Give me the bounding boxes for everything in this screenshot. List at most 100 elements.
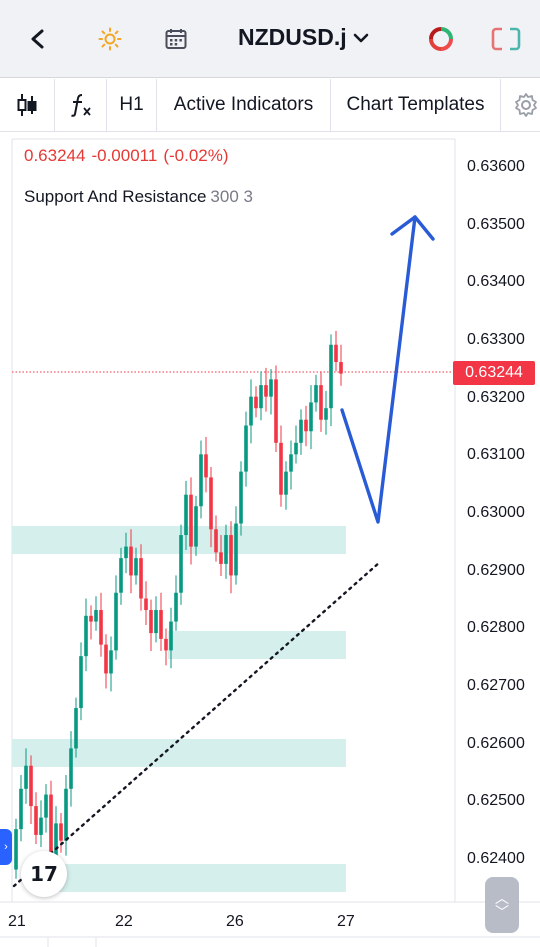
forecast-arrow[interactable]	[340, 215, 417, 524]
candle-body	[239, 471, 243, 524]
candle-body	[44, 794, 48, 818]
candle-body	[94, 610, 98, 622]
candle-body	[154, 610, 158, 634]
side-panel-handle[interactable]: ›	[0, 829, 12, 865]
price-change-pct: (-0.02%)	[163, 146, 229, 165]
candle-body	[84, 615, 88, 657]
chevron-down-icon	[353, 33, 368, 42]
candle-body	[279, 442, 283, 495]
back-icon[interactable]	[21, 22, 55, 56]
candle-body	[219, 552, 223, 564]
price-axis-label: 0.63300	[467, 331, 525, 348]
candle-body	[39, 817, 43, 835]
indicator-ring-icon[interactable]	[424, 22, 458, 56]
sr-zone	[12, 739, 346, 767]
candle-body	[319, 385, 323, 420]
symbol-selector[interactable]: NZDUSD.j	[238, 24, 369, 51]
candle-body	[189, 494, 193, 547]
date-axis-label: 21	[8, 913, 26, 930]
candle-body	[99, 610, 103, 645]
candle-body	[119, 558, 123, 593]
theme-sun-icon[interactable]	[93, 22, 127, 56]
candle-body	[139, 558, 143, 599]
candle-body	[329, 344, 333, 409]
candle-body	[249, 396, 253, 426]
candle-body	[144, 598, 148, 611]
candle-body	[34, 806, 38, 835]
candle-body	[64, 788, 68, 841]
chevron-up-icon: ︿	[495, 890, 509, 906]
candle-body	[254, 396, 258, 409]
candle-body	[169, 621, 173, 651]
last-price-tag: 0.63244	[453, 361, 535, 385]
candle-body	[334, 344, 338, 363]
candle-body	[179, 535, 183, 593]
price-info: 0.63244 -0.00011 (-0.02%)	[24, 146, 235, 166]
candle-body	[134, 558, 138, 576]
candle-body	[199, 454, 203, 507]
sr-zone	[12, 526, 346, 554]
candle-body	[59, 823, 63, 841]
candle-type-button[interactable]	[0, 78, 55, 132]
candle-body	[289, 454, 293, 472]
candle-body	[19, 788, 23, 830]
candle-body	[244, 425, 248, 472]
timeframe-button[interactable]: H1	[107, 78, 157, 132]
candlesticks	[14, 330, 343, 879]
candle-body	[149, 610, 153, 634]
candlestick-icon	[17, 94, 37, 116]
sr-zone	[168, 631, 346, 659]
price-axis-label: 0.63600	[467, 158, 525, 175]
price-axis-label: 0.63100	[467, 446, 525, 463]
candle-body	[224, 535, 228, 564]
symbol-name: NZDUSD.j	[238, 24, 347, 50]
date-axis-label: 22	[115, 913, 133, 930]
candle-body	[209, 477, 213, 530]
gear-icon	[515, 93, 537, 117]
scale-scroll-button[interactable]: ︿ ﹀	[485, 877, 519, 933]
price-axis-label: 0.63000	[467, 504, 525, 521]
indicator-params: 300 3	[210, 187, 253, 206]
calendar-icon[interactable]	[159, 22, 193, 56]
indicator-legend[interactable]: Support And Resistance 300 3	[24, 187, 253, 207]
price-axis-label: 0.63400	[467, 273, 525, 290]
price-axis-label: 0.62900	[467, 562, 525, 579]
candle-body	[264, 385, 268, 397]
price-axis-label: 0.62700	[467, 677, 525, 694]
candle-body	[234, 523, 238, 576]
tradingview-logo: 17	[21, 851, 67, 897]
candle-body	[259, 385, 263, 409]
candle-body	[104, 644, 108, 674]
indicator-name: Support And Resistance	[24, 187, 207, 206]
candle-body	[324, 408, 328, 420]
trend-line[interactable]	[12, 560, 382, 888]
candle-body	[49, 794, 53, 858]
candle-body	[309, 402, 313, 432]
last-price-value: 0.63244	[24, 146, 86, 165]
chart-templates-button[interactable]: Chart Templates	[331, 78, 501, 132]
indicators-button[interactable]	[55, 78, 107, 132]
layout-icon[interactable]	[489, 22, 523, 56]
price-axis-label: 0.62500	[467, 792, 525, 809]
candle-body	[164, 638, 168, 651]
candle-body	[274, 379, 278, 443]
candle-body	[124, 546, 128, 559]
candle-body	[14, 829, 18, 870]
price-axis-label: 0.62800	[467, 619, 525, 636]
candle-body	[294, 442, 298, 455]
candle-body	[184, 494, 188, 536]
candle-body	[24, 765, 28, 789]
candle-body	[194, 506, 198, 547]
candle-body	[89, 615, 93, 622]
candle-body	[69, 748, 73, 789]
settings-button[interactable]	[501, 79, 540, 132]
active-indicators-button[interactable]: Active Indicators	[157, 78, 331, 132]
candle-body	[74, 708, 78, 749]
candle-body	[284, 471, 288, 495]
price-axis-label: 0.63200	[467, 389, 525, 406]
sr-zone	[58, 864, 346, 892]
candle-body	[109, 650, 113, 674]
arrow-head	[390, 215, 435, 241]
candle-body	[129, 546, 133, 576]
